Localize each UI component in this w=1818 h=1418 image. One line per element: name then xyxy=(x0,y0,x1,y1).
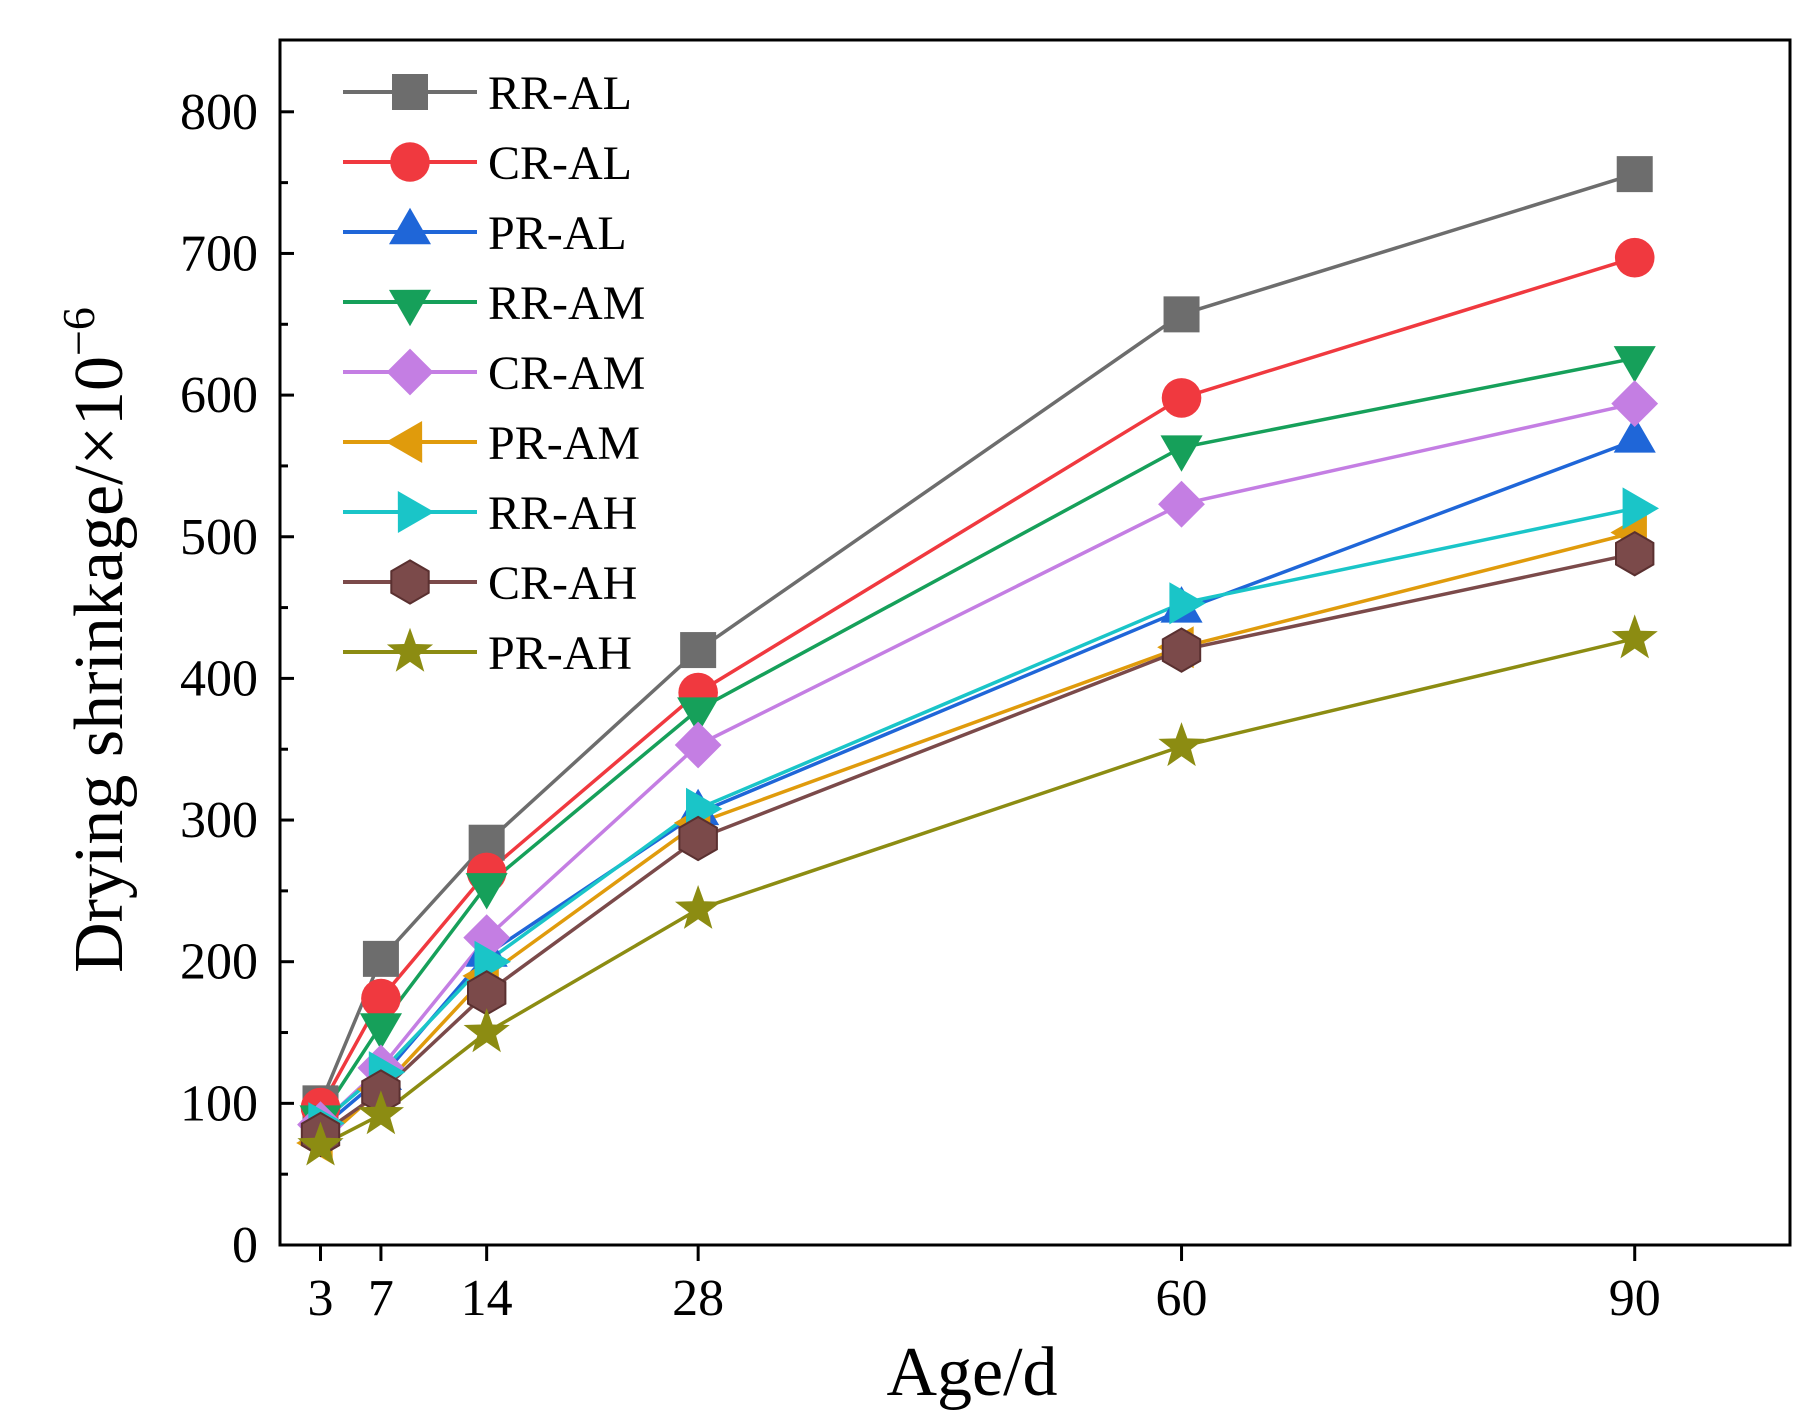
data-point-cr-ah xyxy=(678,815,718,862)
data-point-pr-ah xyxy=(463,1008,510,1053)
y-tick-label: 100 xyxy=(180,1075,258,1132)
data-point-rr-ah xyxy=(1622,487,1659,530)
legend-marker xyxy=(385,421,423,463)
legend-marker xyxy=(390,559,430,605)
y-tick-label: 300 xyxy=(180,792,258,849)
data-point-pr-al xyxy=(1613,416,1656,453)
y-tick-label: 200 xyxy=(180,934,258,991)
legend-marker xyxy=(397,491,435,533)
data-point-rr-al xyxy=(362,940,399,977)
data-point-cr-al xyxy=(361,978,401,1019)
data-point-rr-al xyxy=(680,632,717,669)
data-point-pr-ah xyxy=(1158,722,1205,767)
y-tick-label: 800 xyxy=(180,84,258,141)
legend-label: RR-AM xyxy=(488,277,645,330)
data-point-cr-am xyxy=(1611,380,1659,427)
legend-label: PR-AM xyxy=(488,417,640,470)
data-point-cr-ah xyxy=(1615,530,1655,577)
y-tick-label: 600 xyxy=(180,367,258,424)
data-point-cr-am xyxy=(674,721,722,769)
x-tick-label: 90 xyxy=(1609,1270,1661,1327)
x-tick-label: 7 xyxy=(368,1270,394,1327)
data-point-pr-ah xyxy=(297,1121,344,1166)
y-tick-label: 400 xyxy=(180,650,258,707)
x-axis-title: Age/d xyxy=(886,1334,1057,1411)
series-markers xyxy=(296,156,1659,1166)
y-tick-label: 500 xyxy=(180,509,258,566)
series-line-pr-am xyxy=(319,530,1636,1145)
legend-marker xyxy=(392,74,428,110)
data-point-rr-am xyxy=(1613,346,1656,383)
legend-marker xyxy=(389,207,431,245)
series-line-pr-al xyxy=(319,438,1636,1131)
legend-label: CR-AM xyxy=(488,347,645,400)
legend-marker xyxy=(386,627,434,672)
legend-label: PR-AL xyxy=(488,207,627,260)
legend: RR-AL CR-AL PR-AL RR-AM CR-AM PR-AM RR-AH CR-AH… xyxy=(343,67,645,680)
y-axis: 0 100 200 300 400 500 600 700 800 xyxy=(180,84,294,1274)
data-point-rr-al xyxy=(1163,296,1200,333)
x-tick-label: 60 xyxy=(1156,1270,1208,1327)
legend-label: PR-AH xyxy=(488,627,632,680)
data-point-rr-am xyxy=(1160,435,1203,472)
data-point-cr-am xyxy=(1158,480,1205,528)
series-line-pr-ah xyxy=(319,636,1636,1148)
data-point-cr-al xyxy=(1161,378,1202,418)
data-point-rr-am xyxy=(677,697,720,734)
legend-marker xyxy=(389,289,431,327)
legend-label: RR-AL xyxy=(488,67,632,120)
x-tick-label: 14 xyxy=(461,1270,513,1327)
data-point-rr-am xyxy=(359,1013,402,1050)
x-tick-label: 28 xyxy=(672,1270,724,1327)
data-point-cr-al xyxy=(1614,237,1655,278)
data-point-rr-al xyxy=(1616,156,1653,193)
legend-marker xyxy=(390,142,430,182)
data-point-pr-ah xyxy=(1611,614,1658,659)
y-axis-title: Drying shrinkage/×10−6 xyxy=(53,307,138,973)
legend-label: CR-AH xyxy=(488,557,637,610)
data-point-pr-ah xyxy=(675,885,722,929)
data-point-rr-ah xyxy=(1169,582,1206,625)
legend-label: RR-AH xyxy=(488,487,637,540)
y-tick-label: 700 xyxy=(180,225,258,282)
y-axis-title-exponent: −6 xyxy=(53,307,104,356)
legend-label: CR-AL xyxy=(488,137,632,190)
series-line-rr-am xyxy=(319,356,1636,1119)
data-point-pr-ah xyxy=(357,1090,404,1135)
legend-marker xyxy=(386,348,434,396)
y-axis-title-base: Drying shrinkage/×10 xyxy=(61,356,138,973)
data-point-cr-ah xyxy=(467,970,507,1016)
data-point-rr-am xyxy=(465,873,508,910)
data-point-cr-ah xyxy=(1161,627,1202,673)
x-tick-label: 3 xyxy=(308,1270,334,1327)
y-tick-label: 0 xyxy=(232,1217,258,1274)
plot-frame xyxy=(278,38,1792,1247)
x-axis: 3 7 14 28 60 90 xyxy=(308,1245,1661,1327)
